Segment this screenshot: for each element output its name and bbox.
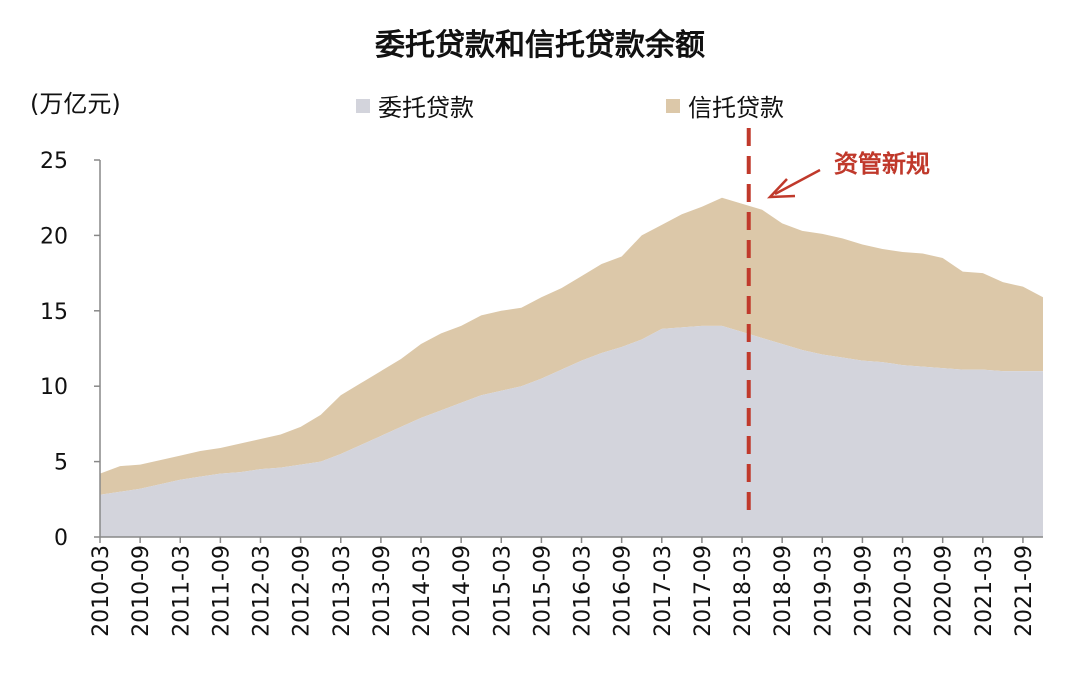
x-tick-label: 2014-09 [450,545,475,637]
x-tick-label: 2017-03 [651,545,676,637]
y-tick-label: 5 [54,451,68,476]
legend-swatch-trust-loans [666,98,680,113]
chart-title: 委托贷款和信托贷款余额 [375,28,705,63]
x-tick-label: 2014-03 [410,545,435,637]
x-tick-label: 2021-09 [1012,545,1037,637]
y-tick-label: 20 [40,224,68,249]
x-tick-label: 2018-03 [731,545,756,637]
y-tick-label: 0 [54,526,68,551]
x-tick-label: 2020-09 [932,545,957,637]
x-tick-label: 2017-09 [691,545,716,637]
annotation-arrow-head [766,178,796,199]
legend-item-entrusted-loans: 委托贷款 [356,88,474,123]
x-tick-label: 2016-09 [611,545,636,637]
legend-label-trust-loans: 信托贷款 [688,94,784,122]
area-series-entrusted-loans [100,325,1043,537]
x-tick-label: 2021-03 [972,545,997,637]
x-tick-label: 2012-03 [250,545,275,637]
y-tick-label: 15 [40,300,68,325]
x-tick-label: 2011-03 [169,545,194,637]
y-axis-unit-label: (万亿元) [30,90,121,118]
x-tick-label: 2020-03 [892,545,917,637]
annotation-label: 资管新规 [834,150,930,178]
x-tick-label: 2012-09 [290,545,315,637]
x-tick-label: 2015-09 [530,545,555,637]
x-tick-label: 2010-09 [129,545,154,637]
x-tick-label: 2019-03 [811,545,836,637]
x-tick-label: 2019-09 [851,545,876,637]
x-tick-label: 2013-03 [330,545,355,637]
x-tick-label: 2015-03 [490,545,515,637]
x-tick-label: 2016-03 [571,545,596,637]
y-tick-label: 10 [40,375,68,400]
x-tick-label: 2011-09 [209,545,234,637]
legend-swatch-entrusted-loans [356,98,370,113]
x-tick-label: 2018-09 [771,545,796,637]
legend-item-trust-loans: 信托贷款 [666,88,784,123]
annotation-arrow-shaft [774,168,821,196]
y-tick-label: 25 [40,149,68,174]
x-tick-label: 2013-09 [370,545,395,637]
x-tick-label: 2010-03 [89,545,114,637]
area-series-trust-loans [100,197,1043,495]
legend-label-entrusted-loans: 委托贷款 [378,94,474,122]
